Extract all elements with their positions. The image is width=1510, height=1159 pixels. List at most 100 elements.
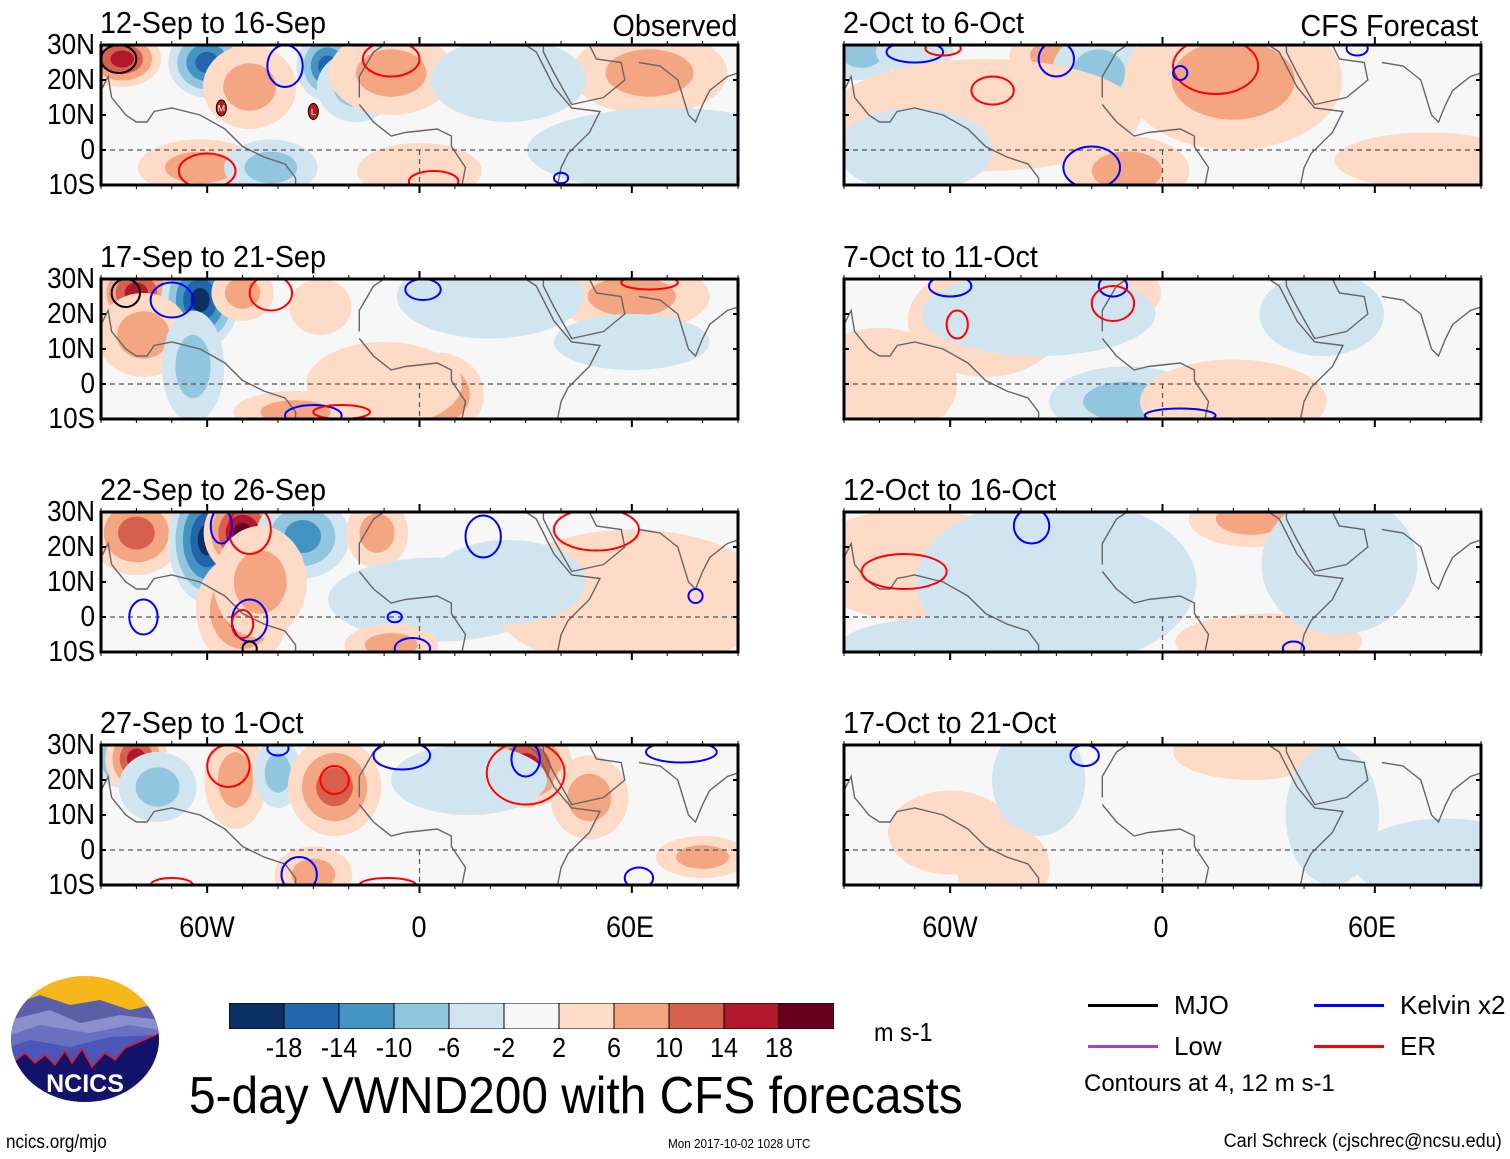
coastline [542, 512, 626, 573]
coastline [1101, 45, 1345, 185]
storm-label: L [311, 107, 316, 117]
legend-label: Low [1174, 1031, 1222, 1061]
lat-tick-label: 30N [47, 729, 95, 761]
contour-kelvin [386, 610, 403, 624]
coastline [1101, 745, 1345, 885]
anomaly-shade [587, 279, 676, 317]
contour-kelvin [1012, 512, 1051, 545]
coastline [638, 745, 738, 824]
contour-kelvin [1281, 640, 1306, 652]
panel-title: 2-Oct to 6-Oct [843, 5, 1025, 40]
anomaly-shade [364, 633, 418, 652]
panel-title: 17-Sep to 21-Sep [100, 239, 327, 274]
anomaly-shade [553, 314, 710, 370]
contour-er [407, 170, 460, 185]
legend-item-mjo: MJO [1088, 990, 1229, 1021]
contour-kelvin [372, 745, 432, 771]
colorbar-tick-label: 6 [606, 1032, 622, 1063]
coastline [638, 512, 738, 591]
legend-item-low: Low [1088, 1031, 1222, 1062]
colorbar-swatch [229, 1003, 285, 1029]
anomaly-shade [117, 311, 170, 359]
colorbar-units: m s-1 [874, 1017, 933, 1047]
contour-kelvin [1062, 145, 1122, 185]
lat-tick-label: 30N [47, 29, 95, 61]
tropical-storm-marker: M [215, 99, 227, 117]
lat-tick-label: 20N [47, 764, 95, 796]
lat-tick-label: 10S [48, 169, 95, 201]
contour-er [620, 279, 679, 291]
coastline [1381, 279, 1481, 358]
contour-kelvin [687, 588, 704, 604]
storm-label: M [218, 104, 226, 114]
anomaly-shade [567, 773, 612, 822]
coastline [844, 774, 1040, 885]
anomaly-shade [223, 63, 277, 111]
site-link[interactable]: ncics.org/mjo [6, 1132, 107, 1153]
lat-tick-label: 0 [80, 834, 95, 866]
contour-kelvin [552, 171, 570, 185]
contour-kelvin [393, 637, 432, 652]
colorbar-tick-label: -2 [492, 1032, 516, 1063]
logo-text: NCICS [46, 1070, 124, 1098]
anomaly-shade [430, 540, 586, 624]
lat-tick-label: 10S [48, 403, 95, 435]
lat-tick-label: 30N [47, 263, 95, 295]
lat-tick-label: 30N [47, 496, 95, 528]
anomaly-shade [1261, 512, 1418, 635]
coastline [542, 45, 626, 106]
anomaly-shade [359, 513, 395, 553]
contour-er [248, 279, 294, 312]
map-panel-fcst1 [842, 37, 1483, 193]
coastline [638, 45, 738, 124]
anomaly-shade [1139, 359, 1327, 419]
coastline [358, 512, 602, 652]
contour-er [945, 309, 969, 340]
contour-kelvin [510, 745, 541, 778]
contour-mjo [241, 640, 258, 652]
contour-kelvin [128, 598, 159, 636]
anomaly-shade [396, 279, 584, 339]
contour-er [312, 404, 371, 419]
anomaly-shade [676, 845, 730, 869]
coastline [542, 745, 626, 806]
contour-kelvin [1143, 407, 1217, 419]
anomaly-shade [244, 151, 298, 184]
lat-tick-label: 20N [47, 531, 95, 563]
contour-er [230, 609, 255, 639]
panel-title: 27-Sep to 1-Oct [100, 705, 304, 740]
lat-tick-label: 10N [47, 566, 95, 598]
colorbar-swatch [338, 1003, 395, 1029]
panel-title: 17-Oct to 21-Oct [843, 705, 1057, 740]
main-title: 5-day VWND200 with CFS forecasts [189, 1067, 963, 1125]
contour-kelvin [280, 856, 318, 885]
anomaly-shade [527, 108, 738, 185]
contour-kelvin [404, 279, 442, 301]
coastline [1285, 745, 1369, 806]
legend-label: ER [1400, 1031, 1437, 1061]
colorbar-tick-label: -10 [375, 1032, 413, 1063]
coastline [638, 279, 738, 358]
coastline [1285, 45, 1369, 106]
anomaly-shade [991, 745, 1086, 836]
lon-tick-label: 0 [411, 911, 427, 944]
map-panel-fcst3 [842, 504, 1483, 660]
colorbar-tick-label: -18 [265, 1032, 303, 1063]
legend-label: MJO [1174, 990, 1229, 1020]
column-header-forecast: CFS Forecast [1300, 8, 1478, 43]
anomaly-shade [110, 50, 135, 68]
lat-tick-label: 0 [80, 601, 95, 633]
contour-kelvin [1345, 45, 1369, 57]
contour-kelvin [644, 745, 718, 764]
anomaly-shade [844, 45, 884, 68]
lat-tick-label: 10N [47, 333, 95, 365]
contour-er [1172, 45, 1260, 95]
contour-er [552, 512, 640, 552]
anomaly-shade [316, 767, 353, 807]
contour-kelvin [149, 281, 194, 319]
legend-line-low [1088, 1045, 1158, 1048]
contour-er [485, 745, 566, 806]
anomaly-shade [291, 858, 336, 885]
map-panel-fcst4 [842, 737, 1483, 893]
contour-kelvin [284, 404, 343, 419]
